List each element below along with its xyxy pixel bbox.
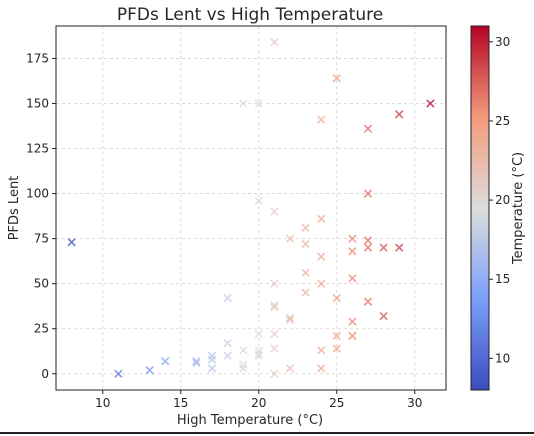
bottom-border xyxy=(0,432,534,434)
points-layer xyxy=(67,38,435,378)
scatter-point xyxy=(207,355,217,364)
scatter-point xyxy=(395,110,404,119)
scatter-point xyxy=(348,234,357,243)
scatter-point xyxy=(395,243,404,252)
scatter-point xyxy=(426,99,435,108)
scatter-point xyxy=(348,317,357,326)
colorbar-tick-label: 25 xyxy=(495,114,510,128)
scatter-point xyxy=(317,115,326,124)
scatter-point xyxy=(363,243,373,252)
y-tick-label: 0 xyxy=(41,367,49,381)
scatter-point xyxy=(270,329,279,339)
grid-layer xyxy=(56,26,446,390)
scatter-point xyxy=(379,311,388,321)
scatter-point xyxy=(145,366,154,375)
scatter-point xyxy=(285,234,295,243)
scatter-point xyxy=(114,369,123,378)
y-tick-label: 150 xyxy=(26,96,49,110)
scatter-point xyxy=(270,38,279,47)
y-axis-label: PFDs Lent xyxy=(7,176,22,241)
x-axis-label: High Temperature (°C) xyxy=(177,413,323,428)
scatter-point xyxy=(317,364,326,373)
scatter-point xyxy=(270,369,279,378)
scatter-point xyxy=(254,346,263,355)
scatter-point xyxy=(223,338,232,348)
scatter-point xyxy=(239,364,248,373)
scatter-point xyxy=(317,279,326,288)
scatter-point xyxy=(239,99,248,108)
scatter-point xyxy=(285,315,295,324)
scatter-point xyxy=(317,252,326,261)
y-tick-label: 100 xyxy=(26,187,49,201)
x-tick-label: 10 xyxy=(95,396,110,410)
scatter-point xyxy=(348,274,357,283)
y-ticks: 0 25 50 75 100 125 150 175 xyxy=(26,51,56,381)
colorbar-ticks: 10 15 20 25 30 xyxy=(489,35,510,365)
colorbar-tick-label: 10 xyxy=(495,351,510,365)
scatter-point xyxy=(239,346,248,355)
scatter-point xyxy=(254,196,263,205)
scatter-point xyxy=(239,360,248,369)
x-tick-label: 15 xyxy=(173,396,188,410)
scatter-point xyxy=(363,189,373,198)
scatter-point xyxy=(270,302,279,312)
scatter-point xyxy=(301,239,310,249)
scatter-point xyxy=(301,288,310,297)
y-tick-label: 25 xyxy=(34,322,49,336)
x-tick-label: 20 xyxy=(251,396,266,410)
scatter-point xyxy=(270,344,279,353)
scatter-point xyxy=(363,124,373,133)
scatter-point xyxy=(363,236,373,245)
scatter-point xyxy=(67,238,76,247)
scatter-point xyxy=(348,247,357,256)
scatter-point xyxy=(285,364,295,373)
scatter-point xyxy=(223,293,232,303)
scatter-point xyxy=(348,331,357,341)
colorbar-tick-label: 15 xyxy=(495,272,510,286)
scatter-point xyxy=(161,357,170,366)
plot-area-frame xyxy=(55,25,447,391)
scatter-point xyxy=(192,357,201,366)
colorbar xyxy=(470,25,490,391)
scatter-point xyxy=(254,349,263,359)
x-tick-label: 25 xyxy=(329,396,344,410)
scatter-point xyxy=(207,351,217,360)
scatter-point xyxy=(207,364,217,373)
x-tick-label: 30 xyxy=(407,396,422,410)
scatter-point xyxy=(332,344,341,353)
scatter-point xyxy=(223,351,232,360)
scatter-point xyxy=(317,346,326,355)
scatter-point xyxy=(270,279,279,288)
colorbar-tick-label: 30 xyxy=(495,35,510,49)
y-tick-label: 175 xyxy=(26,51,49,65)
scatter-point xyxy=(363,297,373,306)
y-tick-label: 50 xyxy=(34,277,49,291)
y-tick-label: 75 xyxy=(34,232,49,246)
colorbar-tick-label: 20 xyxy=(495,193,510,207)
scatter-point xyxy=(270,301,279,310)
chart-title: PFDs Lent vs High Temperature xyxy=(117,5,383,25)
scatter-point xyxy=(192,358,201,368)
y-tick-label: 125 xyxy=(26,142,49,156)
scatter-point xyxy=(332,331,341,341)
scatter-point xyxy=(379,243,388,252)
scatter-point xyxy=(317,214,326,223)
scatter-point xyxy=(332,293,341,303)
scatter-point xyxy=(332,74,341,83)
colorbar-label: Temperature (°C) xyxy=(511,152,526,265)
x-ticks: 10 15 20 25 30 xyxy=(95,390,422,410)
scatter-point xyxy=(270,207,279,216)
scatter-point xyxy=(301,268,310,278)
scatter-point xyxy=(254,99,263,108)
scatter-point xyxy=(254,329,263,339)
scatter-point xyxy=(285,313,295,323)
scatter-point xyxy=(301,223,310,232)
